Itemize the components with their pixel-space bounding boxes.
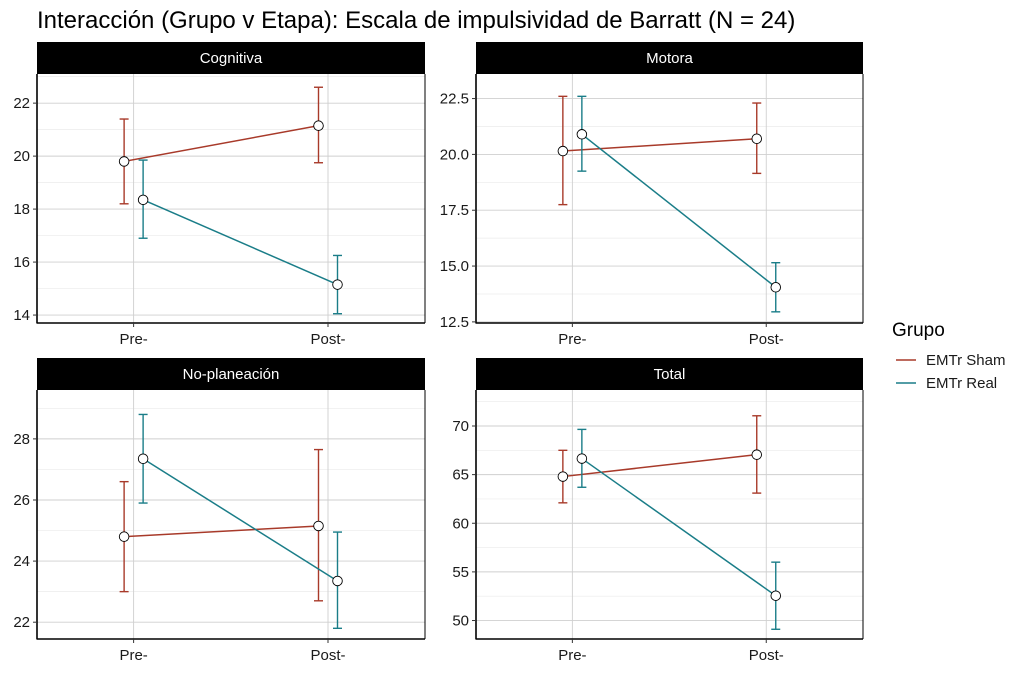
series-line-emtr-sham [124,525,319,538]
chart-title: Interacción (Grupo v Etapa): Escala de i… [37,7,795,34]
data-point [118,156,130,167]
series-emtr-sham [118,86,324,205]
x-tick-label: Pre- [119,647,147,664]
y-tick-label: 16 [13,254,30,271]
y-tick-label: 15.0 [440,258,469,275]
panel-background [476,74,863,323]
series-emtr-real [137,413,343,630]
series-line-emtr-real [142,458,338,582]
series-emtr-real [576,428,782,630]
y-tick-label: 22 [13,95,30,112]
y-tick-label: 26 [13,492,30,509]
facet-strip-label: No-planeación [183,366,280,383]
facet-strip [37,358,425,390]
data-point [137,194,149,206]
data-point [332,575,343,587]
y-tick-label: 70 [452,418,469,435]
y-tick-label: 50 [452,613,469,630]
legend-label-sham: EMTr Sham [926,352,1005,369]
y-tick-label: 20.0 [440,146,469,163]
data-point [770,282,782,293]
data-point [137,453,149,464]
y-tick-label: 12.5 [440,314,469,331]
x-tick-label: Post- [310,647,345,664]
data-point [557,145,569,157]
y-tick-label: 17.5 [440,202,469,219]
data-point [313,520,324,532]
data-point [751,449,763,460]
y-tick-label: 22.5 [440,91,469,108]
panel-background [37,74,425,323]
x-tick-label: Post- [310,331,345,348]
y-tick-label: 22 [13,614,30,631]
y-tick-label: 65 [452,467,469,484]
series-line-emtr-sham [562,138,757,152]
facet-strip-label: Cognitiva [200,50,263,67]
data-point [576,453,588,464]
series-line-emtr-sham [123,124,319,163]
series-emtr-sham [557,415,763,504]
data-point [313,120,324,131]
legend-title: Grupo [892,320,945,341]
data-point [118,531,130,542]
data-point [576,129,588,140]
data-point [557,471,569,482]
panel-cognitiva: 14 16 18 20 22 Pre- Post- Cognitiva [13,42,426,348]
chart-panels: 14 16 18 20 22 Pre- Post- Cognitiva 12.5 15.0 17.5… [13,42,864,664]
y-tick-label: 60 [452,515,469,532]
y-tick-label: 14 [13,307,30,324]
panel-no-planeacion: 22 24 26 28 Pre- Post- No-planeación [13,358,426,664]
x-tick-label: Post- [749,647,784,664]
y-tick-label: 55 [452,564,469,581]
x-tick-label: Pre- [558,647,586,664]
data-point [751,133,763,145]
facet-strip [37,42,425,74]
data-point [770,590,782,601]
data-point [332,279,343,290]
legend: Grupo EMTr Sham EMTr Real [892,320,1005,392]
x-tick-label: Pre- [558,331,586,348]
facet-strip-label: Motora [646,50,693,67]
facet-strip [476,358,863,390]
legend-item-sham: EMTr Sham [896,352,1005,369]
legend-label-real: EMTr Real [926,375,997,392]
panel-total: 50 55 60 65 70 Pre- Post- Total [452,358,864,664]
x-tick-label: Pre- [119,331,147,348]
panel-background [476,390,863,639]
y-tick-label: 20 [13,148,30,165]
series-emtr-real [576,95,782,313]
series-line-emtr-real [142,199,338,286]
y-tick-label: 28 [13,431,30,448]
y-tick-label: 18 [13,201,30,218]
y-tick-label: 24 [13,553,30,570]
series-emtr-sham [118,448,324,602]
series-emtr-sham [557,95,763,206]
series-line-emtr-real [581,133,777,288]
legend-item-real: EMTr Real [896,375,997,392]
series-emtr-real [137,159,343,315]
panel-motora: 12.5 15.0 17.5 20.0 22.5 Pre- Post- Motora [440,42,864,348]
series-line-emtr-real [581,457,777,597]
series-line-emtr-sham [562,453,757,478]
x-tick-label: Post- [749,331,784,348]
facet-strip [476,42,863,74]
facet-strip-label: Total [654,366,686,383]
